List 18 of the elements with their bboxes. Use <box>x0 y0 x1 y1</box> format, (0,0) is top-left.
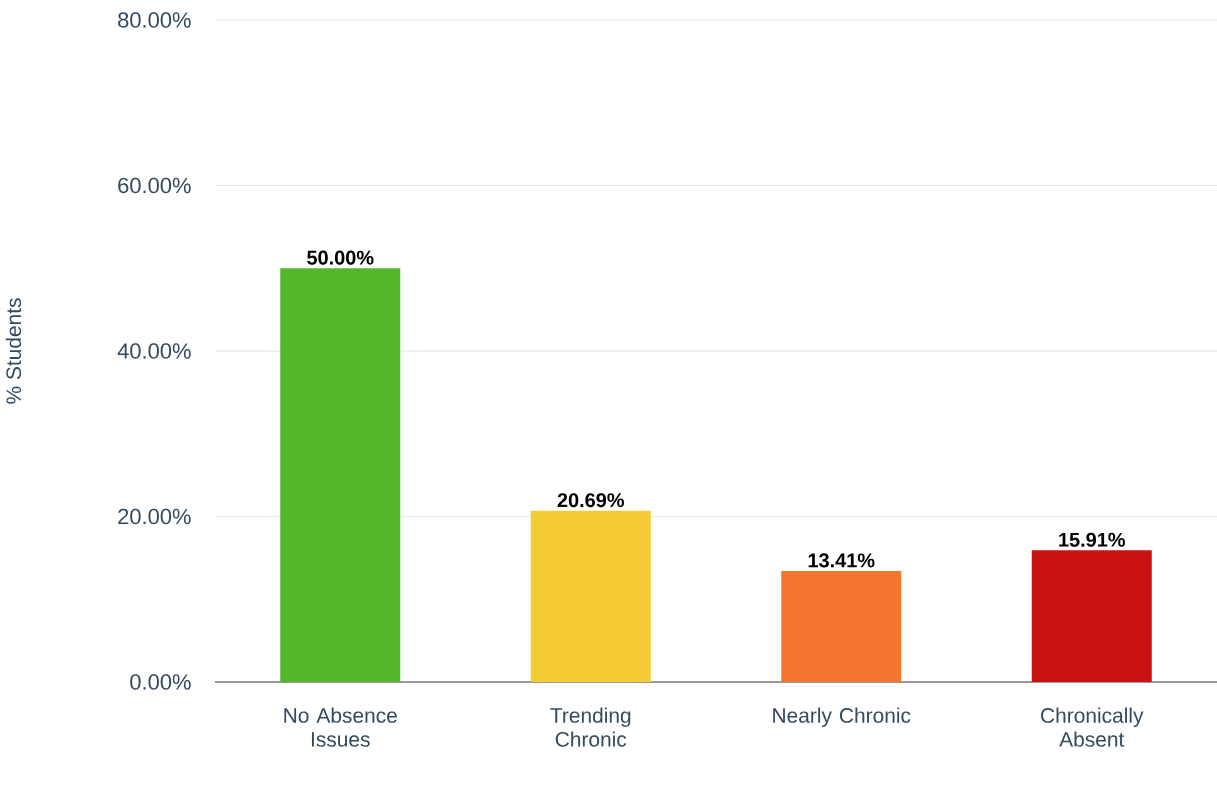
bar <box>530 510 651 682</box>
data-label: 50.00% <box>307 250 374 265</box>
y-tick-label: 40.00% <box>117 343 191 359</box>
x-tick-label: Chronically Absent <box>1041 707 1144 747</box>
y-axis-title: % Students <box>5 298 22 404</box>
x-tick-label: No Absence Issues <box>284 707 397 747</box>
y-tick-label: 0.00% <box>130 674 191 690</box>
bar <box>781 571 902 682</box>
x-tick-label: Nearly Chronic <box>773 707 911 728</box>
data-label: 15.91% <box>1059 532 1125 547</box>
y-tick-label: 80.00% <box>118 12 191 28</box>
data-label: 13.41% <box>808 553 875 568</box>
data-label: 20.69% <box>557 493 624 508</box>
bar <box>280 268 401 682</box>
x-tick-label: Trending Chronic <box>550 707 631 747</box>
y-tick-label: 20.00% <box>118 508 191 525</box>
bar <box>1031 550 1152 682</box>
y-tick-label: 60.00% <box>118 177 191 194</box>
